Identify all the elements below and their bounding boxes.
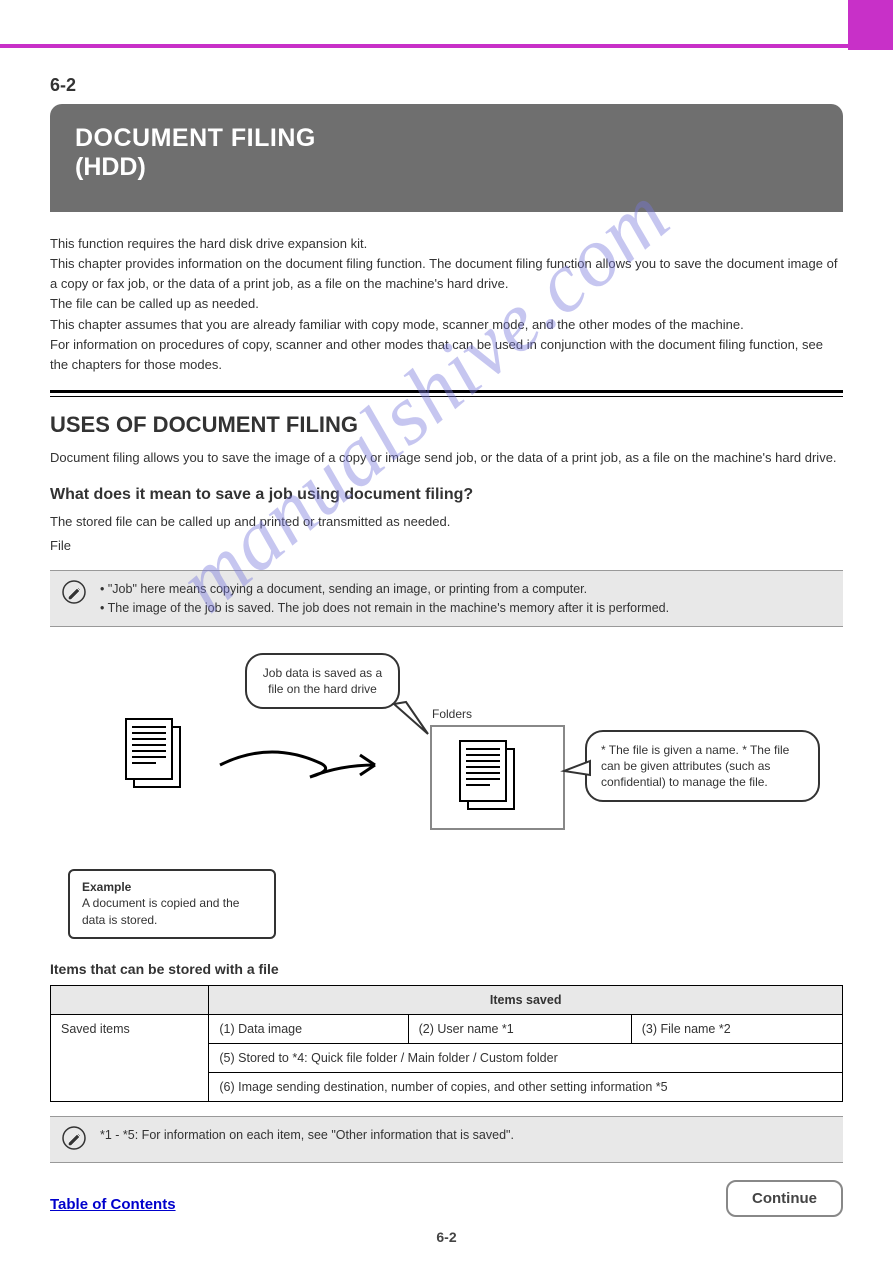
note-bar-2: *1 - *5: For information on each item, s… xyxy=(50,1116,843,1163)
banner-title: DOCUMENT FILING xyxy=(75,124,818,153)
pencil-icon xyxy=(62,1126,86,1153)
page-number: 6-2 xyxy=(0,1229,893,1245)
example-title: Example xyxy=(82,879,262,896)
arrow-icon xyxy=(210,735,410,795)
page-content: 6-2 DOCUMENT FILING (HDD) This function … xyxy=(0,0,893,1163)
callout-job-saved: Job data is saved as a file on the hard … xyxy=(245,653,400,709)
intro-paragraph: This function requires the hard disk dri… xyxy=(50,234,843,375)
note-bar-1: • "Job" here means copying a document, s… xyxy=(50,570,843,626)
whatdoes-filelabel: File xyxy=(50,536,843,556)
section-body: Document filing allows you to save the i… xyxy=(50,448,843,468)
callout-tail2-icon xyxy=(560,755,600,785)
example-box: Example A document is copied and the dat… xyxy=(68,869,276,939)
toc-link-text[interactable]: Table of Contents xyxy=(50,1196,176,1213)
title-banner: DOCUMENT FILING (HDD) xyxy=(50,104,843,212)
section-rule xyxy=(50,390,843,397)
example-body: A document is copied and the data is sto… xyxy=(82,895,262,929)
table-cell: (2) User name *1 xyxy=(408,1015,631,1044)
pencil-icon xyxy=(62,580,86,607)
banner-subtitle: (HDD) xyxy=(75,153,818,182)
note-1-text: • "Job" here means copying a document, s… xyxy=(100,580,669,616)
note-2-text: *1 - *5: For information on each item, s… xyxy=(100,1126,514,1144)
table-cell: (3) File name *2 xyxy=(631,1015,842,1044)
section-title: USES OF DOCUMENT FILING xyxy=(50,412,843,438)
items-stored-heading: Items that can be stored with a file xyxy=(50,961,843,977)
callout-filename: * The file is given a name. * The file c… xyxy=(585,730,820,803)
whatdoes-body: The stored file can be called up and pri… xyxy=(50,512,843,532)
filing-diagram: Job data is saved as a file on the hard … xyxy=(50,645,840,855)
table-cell: (1) Data image xyxy=(209,1015,408,1044)
table-cell: (6) Image sending destination, number of… xyxy=(209,1073,843,1102)
document-stack-icon xyxy=(120,715,192,803)
table-rowlabel: Saved items xyxy=(51,1015,209,1102)
page-section-number: 6-2 xyxy=(50,75,843,96)
toc-link[interactable]: Table of Contents xyxy=(50,1196,176,1213)
accent-line xyxy=(0,44,893,48)
folder-box: Folders xyxy=(430,725,565,830)
table-cell: (5) Stored to *4: Quick file folder / Ma… xyxy=(209,1044,843,1073)
subheading-whatdoes: What does it mean to save a job using do… xyxy=(50,486,843,504)
items-table: Items saved Saved items (1) Data image (… xyxy=(50,985,843,1102)
continue-button[interactable]: Continue xyxy=(726,1180,843,1217)
accent-tab xyxy=(848,0,893,50)
table-header-items: Items saved xyxy=(209,986,843,1015)
table-header-blank xyxy=(51,986,209,1015)
folder-label: Folders xyxy=(432,707,472,721)
